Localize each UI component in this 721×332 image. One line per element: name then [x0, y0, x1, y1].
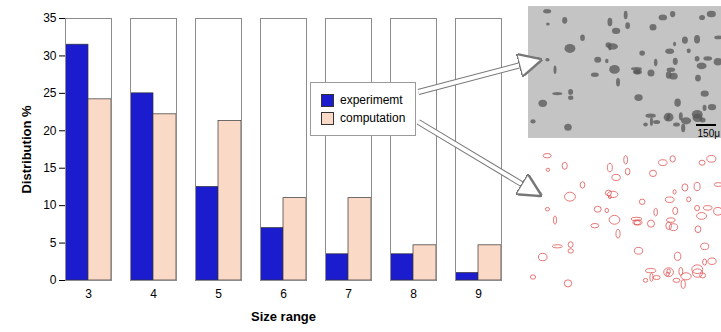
svg-text:15: 15 — [43, 161, 57, 175]
svg-text:9: 9 — [475, 287, 482, 301]
svg-text:5: 5 — [215, 287, 222, 301]
svg-text:10: 10 — [43, 198, 57, 212]
svg-text:35: 35 — [43, 11, 57, 25]
svg-text:4: 4 — [150, 287, 157, 301]
svg-text:25: 25 — [43, 86, 57, 100]
svg-text:6: 6 — [280, 287, 287, 301]
svg-text:30: 30 — [43, 49, 57, 63]
svg-text:7: 7 — [345, 287, 352, 301]
svg-text:3: 3 — [85, 287, 92, 301]
svg-text:Size range: Size range — [251, 309, 316, 324]
html-text:experimemt: experimemt — [340, 93, 403, 107]
svg-text:8: 8 — [410, 287, 417, 301]
svg-text:Distribution %: Distribution % — [19, 105, 34, 194]
svg-text:20: 20 — [43, 124, 57, 138]
html-text:computation: computation — [340, 111, 406, 125]
svg-text:150μ: 150μ — [698, 128, 721, 139]
svg-text:5: 5 — [50, 236, 57, 250]
svg-text:0: 0 — [50, 273, 57, 287]
